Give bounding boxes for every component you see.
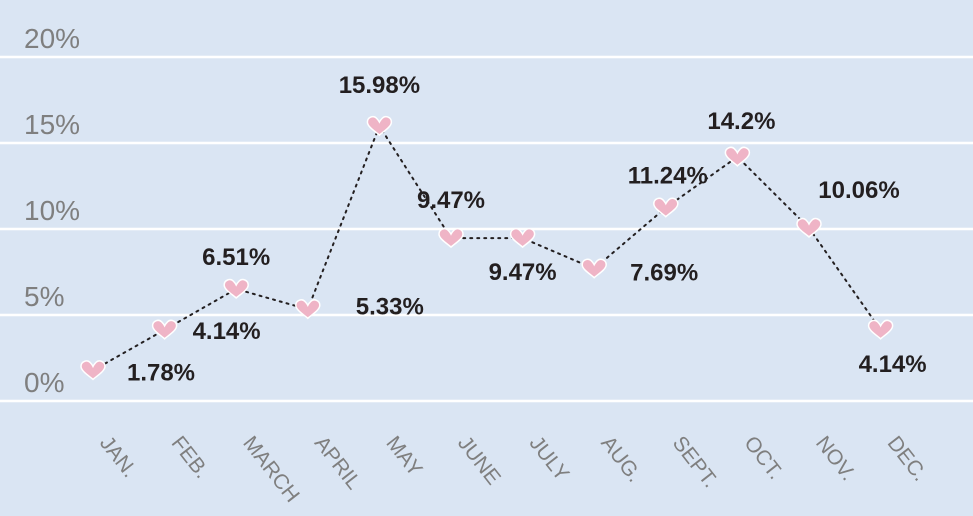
- data-label: 9.47%: [417, 187, 485, 214]
- heart-marker-icon: [653, 197, 679, 218]
- x-tick-label: MAY: [381, 432, 426, 481]
- data-labels: 1.78% 4.14% 6.51% 5.33% 15.98% 9.47% 9.47% 7.69…: [127, 72, 927, 386]
- x-tick-label: JULY: [525, 432, 574, 485]
- heart-marker-icon: [724, 146, 751, 167]
- y-axis-ticks: 0% 5% 10% 15% 20%: [24, 23, 80, 398]
- x-tick-label: AUG.: [596, 432, 646, 487]
- heart-marker-icon: [438, 227, 464, 249]
- data-label: 9.47%: [489, 259, 557, 286]
- x-tick-label: JUNE: [453, 432, 505, 489]
- series-line: [92, 123, 882, 372]
- data-label: 4.14%: [193, 318, 261, 345]
- x-tick-label: DEC.: [883, 432, 932, 486]
- y-tick-label: 0%: [24, 367, 64, 398]
- heart-marker-icon: [867, 319, 894, 340]
- series-line-group: [92, 123, 882, 372]
- data-label: 14.2%: [707, 108, 775, 135]
- heart-marker-icon: [581, 258, 607, 279]
- heart-marker-icon: [796, 217, 822, 239]
- x-tick-label: SEPT.: [668, 432, 722, 492]
- x-tick-label: NOV.: [811, 432, 860, 485]
- heart-marker-icon: [366, 115, 393, 137]
- heart-marker-icon: [223, 278, 249, 300]
- x-axis-ticks: JAN. FEB. MARCH APRIL MAY JUNE JULY AUG. SEPT. OC…: [95, 432, 932, 507]
- gridlines: [0, 55, 973, 403]
- x-tick-label: OCT.: [739, 432, 787, 484]
- data-label: 7.69%: [630, 260, 698, 287]
- x-tick-label: MARCH: [238, 432, 304, 507]
- x-tick-label: FEB.: [167, 432, 214, 483]
- data-points: [80, 115, 894, 381]
- y-tick-label: 10%: [24, 195, 80, 226]
- data-label: 6.51%: [202, 244, 270, 271]
- data-label: 10.06%: [818, 177, 899, 204]
- x-tick-label: APRIL: [310, 432, 365, 494]
- y-tick-label: 20%: [24, 23, 80, 54]
- data-label: 11.24%: [628, 163, 708, 190]
- data-label: 4.14%: [859, 351, 927, 378]
- data-label: 15.98%: [339, 72, 420, 99]
- y-tick-label: 15%: [24, 109, 80, 140]
- heart-marker-icon: [80, 360, 106, 381]
- data-label: 5.33%: [356, 293, 424, 320]
- heart-marker-icon: [151, 319, 178, 340]
- heart-marker-icon: [509, 227, 536, 249]
- data-label: 1.78%: [127, 359, 195, 386]
- x-tick-label: JAN.: [95, 432, 141, 482]
- y-tick-label: 5%: [24, 281, 64, 312]
- heart-marker-icon: [295, 299, 321, 320]
